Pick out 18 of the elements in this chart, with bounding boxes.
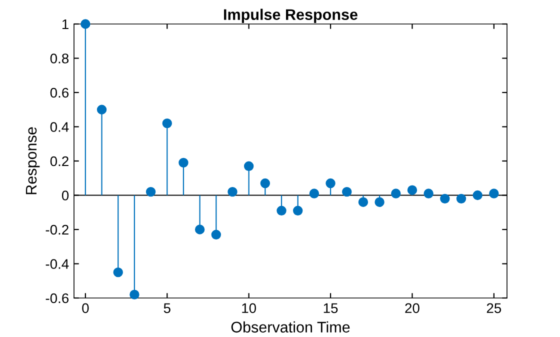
y-tick-label: 0.4 — [50, 122, 69, 132]
y-tick-label: 0.8 — [50, 54, 69, 64]
chart-title: Impulse Response — [224, 8, 358, 24]
x-tick-label: 10 — [242, 303, 256, 314]
x-tick-label: 15 — [324, 303, 338, 314]
y-tick-label: 0 — [62, 190, 69, 200]
x-tick-label: 5 — [164, 303, 170, 314]
y-tick-label: 0.2 — [50, 156, 68, 166]
x-tick-label: 20 — [405, 303, 420, 314]
x-axis-title: Observation Time — [231, 321, 350, 333]
y-tick-label: -0.6 — [46, 293, 69, 304]
y-axis-title: Response — [26, 127, 40, 194]
x-tick-label: 0 — [82, 303, 89, 314]
y-tick-label: -0.4 — [46, 259, 69, 269]
y-tick-label: 0.6 — [50, 88, 69, 98]
x-tick-label: 25 — [486, 303, 502, 314]
y-tick-label: 1 — [62, 19, 68, 30]
y-tick-label: -0.2 — [46, 224, 68, 235]
